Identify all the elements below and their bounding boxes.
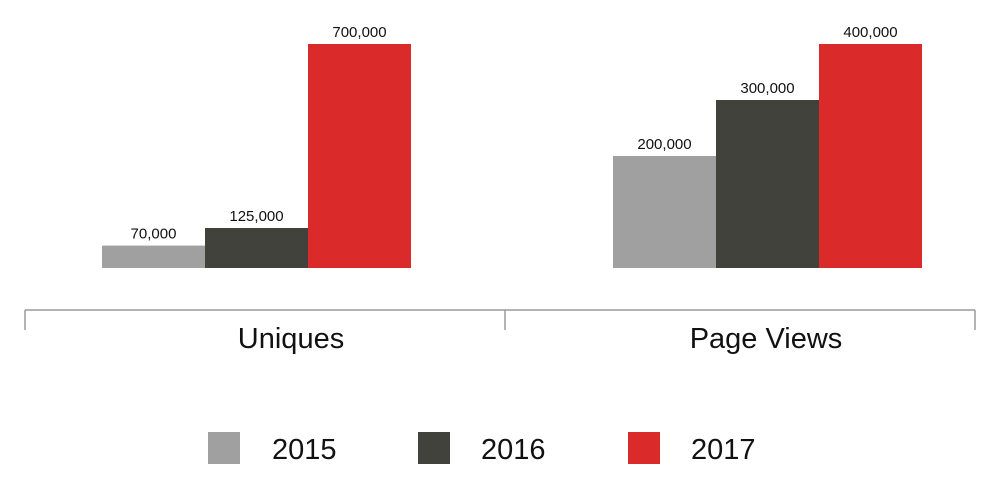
bar-uniques-2015 — [102, 245, 205, 268]
legend-label-2016: 2016 — [481, 434, 546, 466]
bars: 70,000 125,000 700,000 200,000 300,000 400,00… — [102, 24, 922, 268]
category-label-page-views: Page Views — [690, 323, 843, 355]
data-label-uniques-2016: 125,000 — [229, 208, 283, 225]
bar-page-views-2016 — [716, 100, 819, 268]
legend-swatch-2017 — [628, 432, 660, 464]
data-label-uniques-2017: 700,000 — [332, 24, 386, 41]
data-label-page-views-2016: 300,000 — [740, 80, 794, 97]
legend-swatch-2015 — [208, 432, 240, 464]
category-label-uniques: Uniques — [238, 323, 344, 355]
legend-label-2015: 2015 — [272, 434, 337, 466]
bar-page-views-2015 — [613, 156, 716, 268]
bar-uniques-2016 — [205, 228, 308, 268]
data-label-page-views-2015: 200,000 — [637, 136, 691, 153]
bar-uniques-2017 — [308, 44, 411, 268]
category-axis: Uniques Page Views — [24, 309, 976, 355]
data-label-page-views-2017: 400,000 — [843, 24, 897, 41]
legend-swatch-2016 — [418, 432, 450, 464]
legend: 2015 2016 2017 — [208, 432, 756, 466]
bar-page-views-2017 — [819, 44, 922, 268]
legend-label-2017: 2017 — [691, 434, 756, 466]
data-label-uniques-2015: 70,000 — [131, 226, 177, 243]
